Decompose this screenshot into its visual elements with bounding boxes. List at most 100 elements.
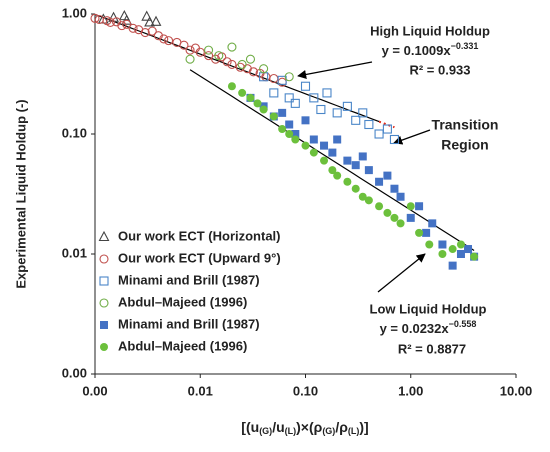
point — [253, 99, 262, 108]
point — [214, 51, 224, 61]
point — [382, 124, 392, 134]
point — [105, 17, 115, 28]
point — [269, 88, 279, 98]
point — [128, 23, 138, 33]
point — [278, 108, 287, 117]
point — [383, 208, 392, 217]
point — [358, 152, 367, 161]
trendline — [94, 13, 380, 123]
arrow — [377, 253, 426, 293]
point — [122, 19, 132, 29]
point — [470, 252, 479, 261]
point — [259, 64, 269, 74]
point — [309, 148, 318, 157]
point — [153, 31, 163, 41]
x-axis-label: (L) — [348, 426, 360, 436]
point — [227, 42, 237, 52]
arrow — [393, 129, 431, 145]
x-axis-label: )] — [359, 419, 368, 435]
point — [245, 54, 256, 64]
point — [309, 93, 319, 103]
annotation: y = 0.0232x — [380, 321, 450, 336]
point — [396, 219, 405, 228]
legend-label: Minami and Brill (1987) — [118, 272, 260, 287]
legend-marker — [99, 298, 109, 308]
point — [246, 93, 255, 102]
point — [428, 219, 437, 228]
point — [190, 43, 200, 53]
point — [390, 213, 399, 222]
point — [406, 213, 415, 222]
point — [383, 171, 392, 180]
point — [358, 108, 368, 118]
point — [309, 135, 318, 144]
point — [227, 59, 237, 69]
point — [375, 177, 384, 186]
point — [342, 101, 352, 111]
legend-label: Abdul–Majeed (1996) — [118, 338, 247, 353]
point — [438, 240, 447, 249]
point — [159, 34, 169, 44]
y-axis-label: Experimental Liquid Holdup (-) — [13, 99, 28, 288]
annotation: −0.331 — [451, 41, 479, 51]
point — [140, 28, 150, 38]
point — [351, 184, 360, 193]
y-tick-label: 0.00 — [62, 365, 87, 380]
x-tick-label: 0.10 — [293, 383, 318, 398]
point — [195, 47, 205, 57]
point — [389, 134, 399, 145]
point — [259, 105, 268, 114]
point — [322, 88, 332, 98]
point — [332, 108, 342, 118]
point — [248, 67, 258, 77]
legend-marker — [99, 276, 109, 286]
annotation: y = 0.1009x−0.331 — [382, 41, 479, 58]
point — [328, 148, 337, 157]
point — [343, 156, 352, 165]
point — [415, 202, 424, 211]
legend-marker — [100, 343, 108, 351]
x-axis-label: (G) — [322, 426, 335, 436]
annotation: Region — [441, 137, 488, 153]
annotation: −0.558 — [449, 319, 477, 329]
point — [351, 115, 361, 125]
annotation: Transition — [432, 117, 499, 133]
point — [320, 141, 329, 150]
x-axis-label: )×(ρ — [296, 419, 323, 435]
point — [415, 228, 424, 237]
point — [364, 196, 373, 205]
point — [351, 161, 360, 170]
point — [374, 129, 384, 139]
point — [278, 125, 287, 134]
point — [301, 141, 310, 150]
x-tick-label: 0.01 — [188, 383, 213, 398]
point — [422, 228, 431, 237]
point — [343, 177, 352, 186]
legend-label: Our work ECT (Horizontal) — [118, 228, 281, 243]
arrow — [297, 61, 373, 79]
point — [425, 240, 434, 249]
point — [269, 112, 278, 121]
annotation: R² = 0.933 — [409, 62, 470, 77]
point — [406, 202, 415, 211]
point — [291, 130, 300, 138]
point — [456, 240, 465, 249]
x-axis-label: /ρ — [335, 419, 348, 435]
point — [222, 57, 232, 67]
annotation: y = 0.0232x−0.558 — [380, 319, 477, 336]
x-axis-label: [(u(G)/u(L))×(ρ(G)/ρ(L))] — [241, 419, 368, 437]
point — [179, 40, 189, 50]
x-axis-label: [(u — [241, 419, 259, 435]
point — [300, 81, 311, 91]
point — [291, 135, 300, 144]
point — [448, 245, 457, 254]
point — [90, 13, 100, 23]
point — [108, 11, 119, 22]
x-axis-label: (G) — [259, 426, 272, 436]
y-tick-label: 0.01 — [62, 245, 87, 260]
point — [164, 36, 174, 46]
point — [277, 75, 287, 85]
point — [235, 62, 245, 72]
point — [333, 135, 342, 144]
point — [375, 202, 384, 211]
